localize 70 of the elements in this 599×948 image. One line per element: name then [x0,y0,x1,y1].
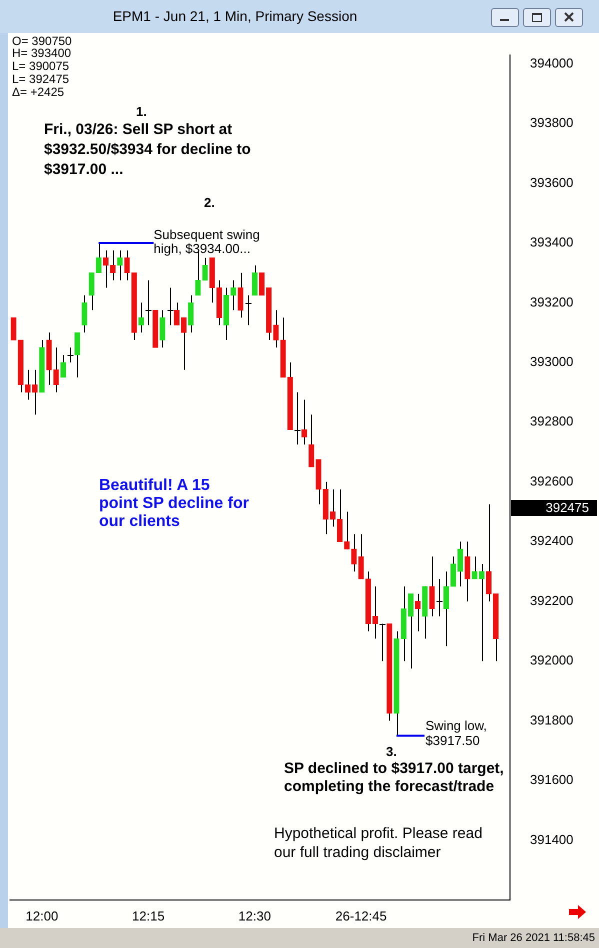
candlestick [252,264,258,296]
y-tick-label: 392600 [530,473,574,488]
candlestick [96,242,102,274]
annotation: Subsequent swing high, $3934.00... [154,226,261,256]
candlestick [308,414,314,468]
candlestick [258,272,265,296]
candlestick [138,302,144,334]
text: Fri Mar 26 2021 11:58:45 [472,932,595,945]
candlestick [88,272,94,311]
candlestick [429,556,435,617]
x-tick-label: 12:15 [132,908,165,924]
candlestick [230,280,236,311]
y-tick-label: 392200 [530,592,574,608]
x-tick-label: 12:00 [26,908,58,924]
candlestick [124,250,130,281]
candlestick [245,294,252,326]
y-tick-label: 394000 [530,55,574,70]
candlestick [238,272,244,318]
annotation: 1. [136,103,147,120]
y-tick-label: 393800 [530,115,574,130]
annotation: Hypothetical profit. Please read our full trading disclaimer [274,824,484,862]
candlestick [202,257,208,281]
y-tick-label: 391600 [530,772,574,788]
candlestick [436,578,443,617]
text: 392475 [511,500,597,516]
candlestick [74,332,80,378]
candlestick [379,623,386,662]
y-tick-label: 392000 [530,652,574,668]
candlestick [167,287,174,326]
candlestick [102,250,109,288]
annotation: 3. [386,743,397,760]
y-tick-label: 393600 [530,174,574,190]
candlestick [10,317,16,340]
candlestick [188,294,194,334]
y-tick-label: 392800 [530,414,574,429]
candlestick [464,541,470,602]
candlestick [273,310,279,348]
candlestick [358,534,364,580]
candlestick [414,593,421,632]
candlestick [450,556,456,587]
y-tick-label: 392400 [530,533,574,548]
annotation: Fri., 03/26: Sell SP short at $3932.50/$3934 for decline to $3917.00 ... [44,120,252,180]
annotation: SP declined to $3917.00 target, completing the forecast/trade [284,760,504,796]
y-tick-label: 393000 [530,354,574,369]
candlestick [117,250,123,281]
chart-title: EPM1 - Jun 21, 1 Min, Primary Session [112,8,358,24]
candlestick [351,534,357,572]
candlestick [478,564,484,662]
y-tick-label: 393200 [530,294,574,310]
candlestick [160,310,166,348]
text: O= 390750 [12,33,72,48]
candlestick [145,280,152,326]
candlestick [110,250,116,281]
annotation: Swing low, $3917.50 [426,718,488,748]
candlestick [294,392,301,446]
x-tick-label: 12:30 [238,908,271,924]
candlestick [344,511,350,550]
y-tick-label: 391400 [530,832,574,847]
annotation: 2. [204,194,215,211]
candlestick [82,294,88,334]
candlestick [458,541,464,587]
x-tick-label: 26-12:45 [335,908,387,924]
y-tick-label: 391800 [530,712,574,728]
candlestick [472,556,478,580]
candlestick [60,354,66,378]
candlestick [67,346,74,363]
candlestick [408,593,414,670]
candlestick [53,346,59,393]
y-tick-label: 393400 [530,234,574,250]
annotation: Beautiful! A 15 point SP decline for our clients [99,477,249,531]
